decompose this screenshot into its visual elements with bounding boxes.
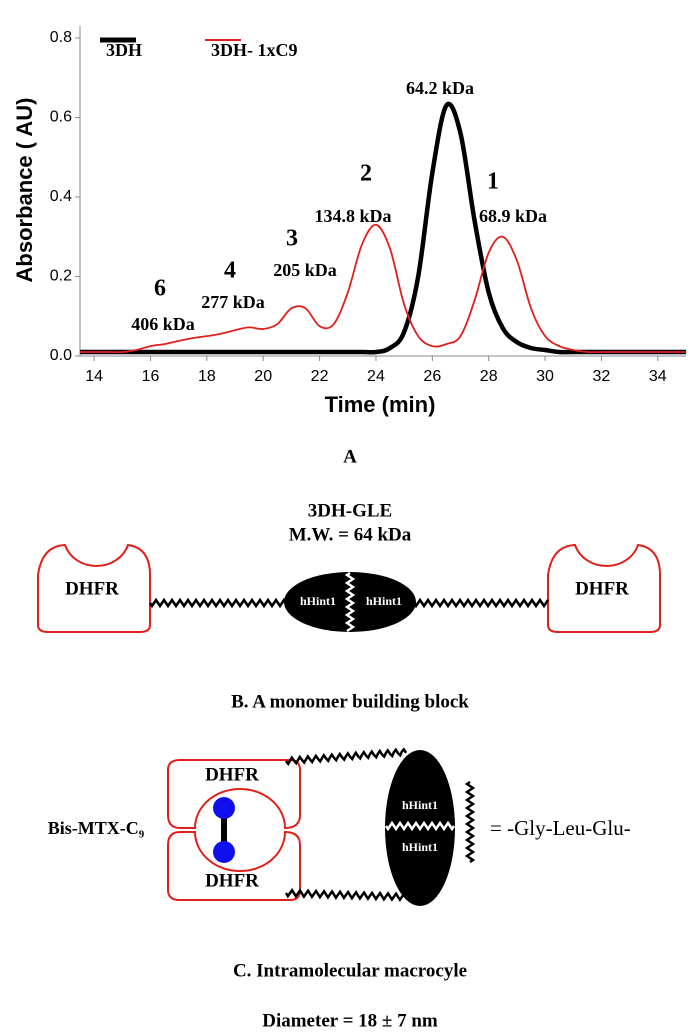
core-label: hHint1 bbox=[402, 840, 438, 854]
linker bbox=[412, 597, 550, 609]
y-tick-label: 0.4 bbox=[50, 188, 72, 205]
y-axis-label: Absorbance ( AU) bbox=[12, 98, 37, 283]
peak-annotation: 6 bbox=[154, 276, 166, 302]
linker-legend: = -Gly-Leu-Glu- bbox=[490, 816, 631, 840]
x-tick-label: 14 bbox=[85, 368, 103, 385]
ligand-head bbox=[213, 797, 235, 819]
legend-label: 3DH- 1xC9 bbox=[211, 40, 298, 60]
x-tick-label: 26 bbox=[423, 368, 441, 385]
x-tick-label: 22 bbox=[311, 368, 329, 385]
core-label: hHint1 bbox=[402, 798, 438, 812]
dhfr-shape bbox=[547, 543, 661, 633]
x-axis-label: Time (min) bbox=[325, 392, 436, 417]
dhfr-shape bbox=[167, 830, 301, 901]
diagram-title: 3DH-GLE bbox=[308, 500, 392, 521]
y-tick-label: 0.6 bbox=[50, 109, 72, 126]
domain-label: DHFR bbox=[205, 870, 259, 891]
x-tick-label: 18 bbox=[198, 368, 216, 385]
core-label: hHint1 bbox=[366, 594, 402, 608]
x-tick-label: 16 bbox=[142, 368, 160, 385]
y-tick-label: 0.0 bbox=[50, 347, 72, 364]
peak-annotation: 3 bbox=[286, 226, 298, 252]
domain-label: DHFR bbox=[205, 764, 259, 785]
peak-annotation: 205 kDa bbox=[273, 260, 337, 280]
core-label: hHint1 bbox=[300, 594, 336, 608]
legend-label: 3DH bbox=[106, 40, 142, 60]
series-line bbox=[79, 223, 686, 354]
ligand-label: Bis-MTX-C₉ bbox=[48, 818, 145, 838]
x-tick-label: 32 bbox=[593, 368, 611, 385]
panel-label: A bbox=[343, 446, 357, 467]
linker bbox=[344, 571, 356, 633]
y-tick-label: 0.8 bbox=[50, 29, 72, 46]
x-tick-label: 28 bbox=[480, 368, 498, 385]
linker bbox=[148, 597, 288, 609]
linker bbox=[384, 820, 456, 832]
x-tick-label: 20 bbox=[254, 368, 272, 385]
peak-annotation: 2 bbox=[360, 161, 372, 187]
peak-annotation: 1 bbox=[487, 169, 499, 195]
domain-label: DHFR bbox=[575, 578, 629, 599]
peak-annotation: 277 kDa bbox=[201, 292, 265, 312]
ligand-head bbox=[213, 841, 235, 863]
y-tick-label: 0.2 bbox=[50, 268, 72, 285]
chart: Time (min) Absorbance ( AU) 14 16 18 20 22 24… bbox=[12, 26, 686, 417]
diagram-caption: Diameter = 18 ± 7 nm bbox=[262, 1010, 438, 1031]
linker bbox=[285, 747, 408, 767]
linker bbox=[464, 780, 476, 864]
peak-annotation: 68.9 kDa bbox=[479, 206, 547, 226]
peak-annotation: 134.8 kDa bbox=[314, 206, 391, 226]
diagram-caption: C. Intramolecular macrocyle bbox=[233, 960, 467, 981]
peak-annotation: 64.2 kDa bbox=[406, 78, 474, 98]
x-tick-label: 30 bbox=[536, 368, 554, 385]
peak-annotation: 406 kDa bbox=[131, 314, 195, 334]
diagram-subtitle: M.W. = 64 kDa bbox=[289, 524, 412, 545]
x-tick-label: 34 bbox=[649, 368, 667, 385]
diagram-caption: B. A monomer building block bbox=[231, 691, 469, 712]
peak-annotation: 4 bbox=[224, 258, 236, 284]
domain-label: DHFR bbox=[65, 578, 119, 599]
x-tick-label: 24 bbox=[367, 368, 385, 385]
dhfr-shape bbox=[37, 543, 151, 633]
linker bbox=[284, 887, 408, 903]
diagram-b: 3DH-GLE M.W. = 64 kDa DHFR DHFR B. A mon… bbox=[37, 500, 661, 712]
